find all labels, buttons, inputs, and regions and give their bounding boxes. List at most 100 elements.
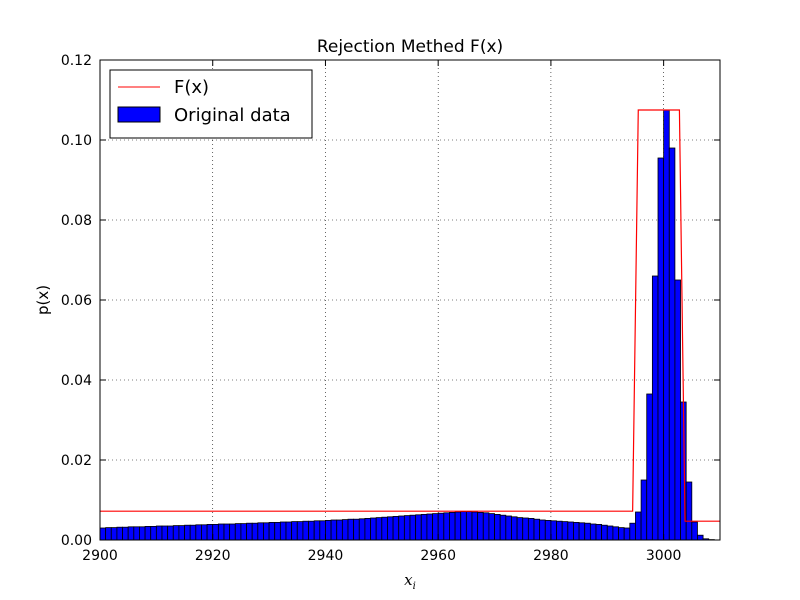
histogram-bar <box>308 520 315 541</box>
histogram-bar <box>144 526 152 541</box>
histogram-bar <box>651 275 659 541</box>
histogram-bar <box>544 520 552 541</box>
x-axis-label-main: x <box>404 571 413 589</box>
histogram-bar <box>403 515 411 541</box>
histogram-bar <box>567 521 574 541</box>
histogram-bar <box>184 524 191 541</box>
histogram-bar <box>437 512 445 541</box>
y-tick-label: 0.12 <box>61 53 92 69</box>
histogram-bar <box>432 513 439 541</box>
legend-original-data-swatch <box>117 106 161 123</box>
histogram-bar <box>420 514 428 541</box>
histogram-bar <box>110 527 118 541</box>
histogram-bar <box>646 393 653 541</box>
histogram-bar <box>449 512 456 541</box>
y-tick-label: 0.10 <box>61 133 92 149</box>
histogram-bar <box>330 519 338 541</box>
histogram-bar <box>601 524 608 541</box>
x-axis-label: xi <box>404 571 416 592</box>
histogram-bar <box>392 516 400 541</box>
histogram-bar <box>178 525 185 541</box>
histogram-bar <box>381 516 388 541</box>
histogram-bar <box>477 512 484 541</box>
histogram-bar <box>341 519 349 541</box>
x-tick-label: 2980 <box>533 548 569 564</box>
histogram-bar <box>556 520 563 541</box>
histogram-bar <box>161 525 169 541</box>
histogram-bar <box>584 522 591 541</box>
histogram-bar <box>246 522 253 541</box>
histogram-bar <box>167 525 174 541</box>
histogram-bar <box>150 526 157 541</box>
histogram-bar <box>623 527 631 541</box>
histogram-bar <box>589 523 597 541</box>
histogram-bar <box>415 514 422 541</box>
histogram-bar <box>499 514 507 541</box>
histogram-bar <box>358 518 366 541</box>
histogram-bar <box>325 520 332 541</box>
x-axis-label-subscript: i <box>413 581 416 592</box>
histogram-bar <box>240 523 247 541</box>
y-tick-label: 0.08 <box>61 213 92 229</box>
histogram-bar <box>635 511 642 541</box>
histogram-bar <box>279 521 287 541</box>
x-tick-label: 2900 <box>82 548 118 564</box>
histogram-bar <box>319 520 326 541</box>
histogram-bar <box>116 526 123 541</box>
histogram-bar <box>685 481 693 541</box>
ticks <box>99 59 720 541</box>
histogram-bar <box>364 518 371 541</box>
histogram-bar <box>296 521 304 541</box>
histogram-bar <box>285 521 293 541</box>
histogram-bar <box>578 522 586 541</box>
y-tick-label: 0.06 <box>61 293 92 309</box>
histogram-bar <box>409 514 417 541</box>
legend-box <box>109 69 313 139</box>
histogram-bar <box>291 521 298 541</box>
histogram-bar <box>663 109 670 541</box>
histogram-bar <box>122 526 129 541</box>
f-line <box>100 109 720 522</box>
y-tick-label: 0.04 <box>61 373 92 389</box>
legend: F(x) Original data <box>109 69 313 139</box>
histogram-bar <box>375 517 383 541</box>
histogram-bar <box>426 513 433 541</box>
histogram-bar <box>398 515 405 541</box>
histogram-bar <box>460 511 467 541</box>
y-tick-label: 0.00 <box>61 533 92 549</box>
histogram-bar <box>471 511 479 541</box>
tick-labels: 2900 2920 2940 2960 2980 3000 0.00 0.02 0.04 0.06… <box>61 53 682 564</box>
histogram-bar <box>561 521 569 541</box>
y-tick-label: 0.02 <box>61 453 92 469</box>
histogram-bar <box>533 518 541 541</box>
histogram-bar <box>195 524 202 541</box>
grid <box>100 60 720 540</box>
histogram-bar <box>189 524 197 541</box>
histogram-bar <box>212 524 219 541</box>
y-axis-label: p(x) <box>34 285 52 315</box>
x-tick-label: 3000 <box>646 548 682 564</box>
histogram-bar <box>539 519 546 541</box>
histogram-bar <box>482 512 490 541</box>
histogram-bar <box>454 511 462 541</box>
histogram-bar <box>105 527 112 541</box>
histogram-bar <box>127 526 135 541</box>
histogram-bar <box>251 522 259 541</box>
histogram-bar <box>387 516 394 541</box>
histogram-bar <box>370 517 377 541</box>
histogram-bar <box>465 511 473 541</box>
legend-label-f: F(x) <box>174 77 209 98</box>
histogram-bar <box>527 518 535 541</box>
histogram-bar <box>494 514 501 541</box>
histogram-bar <box>674 279 681 541</box>
histogram-bar <box>313 520 321 541</box>
histogram-bar <box>257 522 264 541</box>
histogram-bar <box>640 479 648 541</box>
histogram-bar <box>629 522 636 541</box>
histogram-bar <box>668 147 676 541</box>
histogram-bar <box>606 525 614 541</box>
histogram-bar <box>206 524 214 541</box>
histogram-bar <box>550 520 557 541</box>
histogram-bar <box>223 523 231 541</box>
